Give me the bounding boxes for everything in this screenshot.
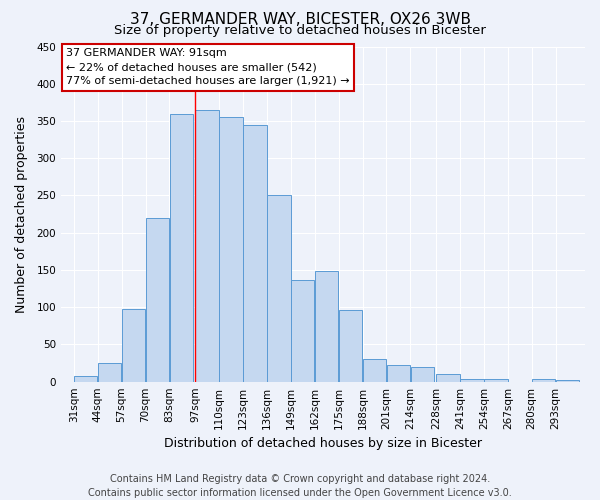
Bar xyxy=(556,380,579,382)
Bar xyxy=(363,360,386,382)
Text: Size of property relative to detached houses in Bicester: Size of property relative to detached ho… xyxy=(114,24,486,37)
Bar xyxy=(410,367,434,382)
Bar xyxy=(436,374,460,382)
X-axis label: Distribution of detached houses by size in Bicester: Distribution of detached houses by size … xyxy=(164,437,482,450)
Bar xyxy=(146,218,169,382)
Bar xyxy=(460,378,484,382)
Bar xyxy=(339,310,362,382)
Bar xyxy=(220,118,243,382)
Bar xyxy=(196,110,219,382)
Y-axis label: Number of detached properties: Number of detached properties xyxy=(15,116,28,312)
Bar xyxy=(243,124,266,382)
Bar xyxy=(291,280,314,382)
Bar xyxy=(315,272,338,382)
Bar xyxy=(532,378,556,382)
Bar xyxy=(170,114,193,382)
Text: 37, GERMANDER WAY, BICESTER, OX26 3WB: 37, GERMANDER WAY, BICESTER, OX26 3WB xyxy=(130,12,470,28)
Bar xyxy=(386,366,410,382)
Bar xyxy=(267,196,290,382)
Bar xyxy=(122,308,145,382)
Text: 37 GERMANDER WAY: 91sqm
← 22% of detached houses are smaller (542)
77% of semi-d: 37 GERMANDER WAY: 91sqm ← 22% of detache… xyxy=(66,48,350,86)
Text: Contains HM Land Registry data © Crown copyright and database right 2024.
Contai: Contains HM Land Registry data © Crown c… xyxy=(88,474,512,498)
Bar xyxy=(74,376,97,382)
Bar xyxy=(98,363,121,382)
Bar xyxy=(484,378,508,382)
